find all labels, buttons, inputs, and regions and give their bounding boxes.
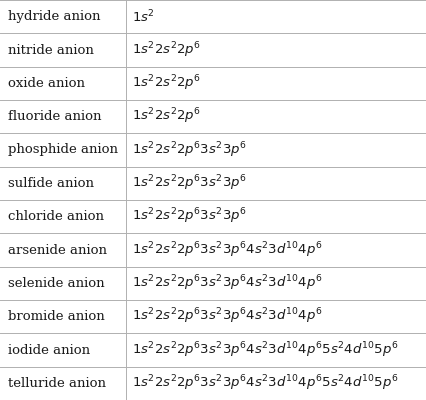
Text: $1s^{2}2s^{2}2p^{6}3s^{2}3p^{6}4s^{2}3d^{10}4p^{6}$: $1s^{2}2s^{2}2p^{6}3s^{2}3p^{6}4s^{2}3d^…	[132, 240, 322, 260]
Text: selenide anion: selenide anion	[8, 277, 104, 290]
Text: arsenide anion: arsenide anion	[8, 244, 106, 256]
Text: bromide anion: bromide anion	[8, 310, 104, 323]
Text: telluride anion: telluride anion	[8, 377, 106, 390]
Text: $1s^{2}2s^{2}2p^{6}3s^{2}3p^{6}4s^{2}3d^{10}4p^{6}$: $1s^{2}2s^{2}2p^{6}3s^{2}3p^{6}4s^{2}3d^…	[132, 307, 322, 326]
Text: $1s^{2}2s^{2}2p^{6}3s^{2}3p^{6}$: $1s^{2}2s^{2}2p^{6}3s^{2}3p^{6}$	[132, 174, 247, 193]
Text: $1s^{2}$: $1s^{2}$	[132, 8, 155, 25]
Text: nitride anion: nitride anion	[8, 44, 94, 56]
Text: $1s^{2}2s^{2}2p^{6}3s^{2}3p^{6}$: $1s^{2}2s^{2}2p^{6}3s^{2}3p^{6}$	[132, 140, 247, 160]
Text: phosphide anion: phosphide anion	[8, 144, 118, 156]
Text: sulfide anion: sulfide anion	[8, 177, 94, 190]
Text: $1s^{2}2s^{2}2p^{6}$: $1s^{2}2s^{2}2p^{6}$	[132, 40, 201, 60]
Text: $1s^{2}2s^{2}2p^{6}$: $1s^{2}2s^{2}2p^{6}$	[132, 74, 201, 93]
Text: $1s^{2}2s^{2}2p^{6}3s^{2}3p^{6}4s^{2}3d^{10}4p^{6}5s^{2}4d^{10}5p^{6}$: $1s^{2}2s^{2}2p^{6}3s^{2}3p^{6}4s^{2}3d^…	[132, 374, 398, 393]
Text: fluoride anion: fluoride anion	[8, 110, 101, 123]
Text: $1s^{2}2s^{2}2p^{6}3s^{2}3p^{6}$: $1s^{2}2s^{2}2p^{6}3s^{2}3p^{6}$	[132, 207, 247, 226]
Text: oxide anion: oxide anion	[8, 77, 85, 90]
Text: hydride anion: hydride anion	[8, 10, 100, 23]
Text: $1s^{2}2s^{2}2p^{6}3s^{2}3p^{6}4s^{2}3d^{10}4p^{6}$: $1s^{2}2s^{2}2p^{6}3s^{2}3p^{6}4s^{2}3d^…	[132, 274, 322, 293]
Text: $1s^{2}2s^{2}2p^{6}$: $1s^{2}2s^{2}2p^{6}$	[132, 107, 201, 126]
Text: $1s^{2}2s^{2}2p^{6}3s^{2}3p^{6}4s^{2}3d^{10}4p^{6}5s^{2}4d^{10}5p^{6}$: $1s^{2}2s^{2}2p^{6}3s^{2}3p^{6}4s^{2}3d^…	[132, 340, 398, 360]
Text: iodide anion: iodide anion	[8, 344, 90, 356]
Text: chloride anion: chloride anion	[8, 210, 104, 223]
